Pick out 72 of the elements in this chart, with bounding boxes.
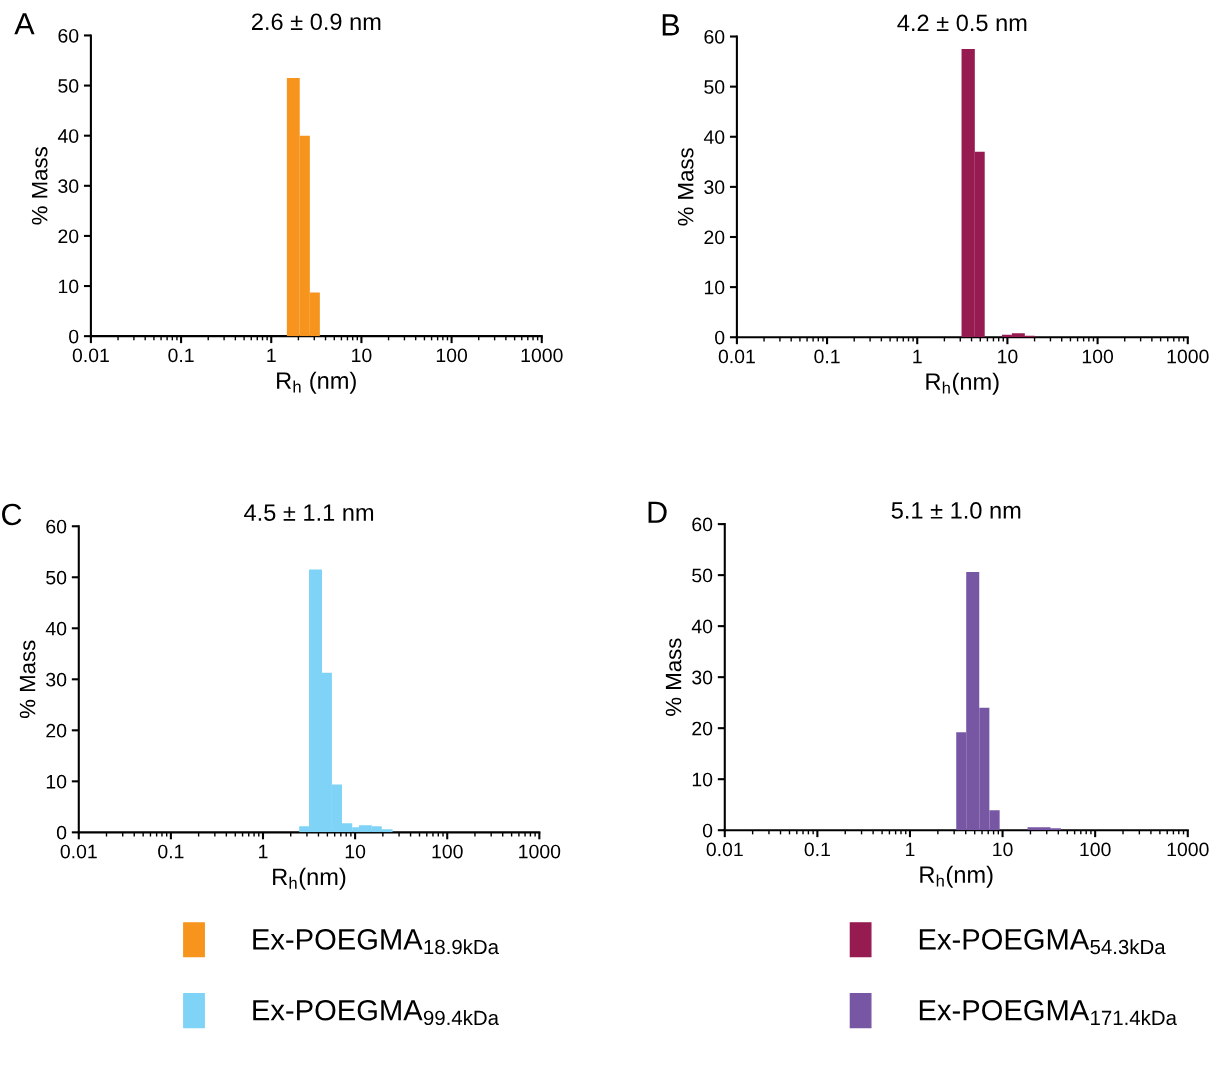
y-tick-label: 40: [57, 129, 79, 143]
x-tick-label: 1000: [1167, 842, 1209, 857]
y-tick-label: 30: [46, 672, 67, 687]
legend-label: Ex-POEGMA$_{18.9kDa}$: [253, 929, 499, 955]
text: A: [14, 13, 35, 35]
y-tick-label: 30: [58, 179, 79, 194]
y-tick-label: 10: [704, 280, 725, 295]
y-tick-label: 10: [58, 279, 79, 294]
y-tick-label: 20: [46, 723, 67, 738]
x-tick-label: 1: [267, 348, 276, 363]
text: D: [648, 501, 667, 523]
y-tick-label: 0: [715, 330, 725, 345]
legend-label: Ex-POEGMA$_{54.3kDa}$: [919, 929, 1166, 955]
x-tick-label: 10: [352, 348, 372, 363]
x-tick-label: 0.01: [718, 349, 755, 364]
y-tick-label: 20: [692, 721, 713, 736]
text: C: [2, 503, 22, 526]
x-tick-label: 1: [259, 844, 268, 859]
x-axis-title: R$_{h}$(nm): [926, 372, 999, 395]
y-axis-title: % Mass: [677, 148, 694, 226]
x-tick-label: 0.01: [60, 844, 97, 859]
y-tick-label: 30: [704, 180, 725, 195]
x-tick-label: 10: [998, 349, 1018, 364]
y-axis-title: % Mass: [665, 638, 682, 716]
y-axis-title: % Mass: [19, 640, 36, 719]
x-tick-label: 1000: [519, 844, 561, 859]
y-tick-label: 50: [692, 568, 713, 583]
x-tick-label: 1: [906, 842, 915, 857]
x-tick-label: 1000: [521, 348, 563, 363]
y-tick-label: 30: [692, 670, 713, 685]
y-tick-label: 40: [691, 619, 713, 634]
x-tick-label: 100: [1080, 842, 1111, 857]
x-tick-label: 0.01: [706, 842, 743, 857]
x-axis-title: R$_{h}$(nm): [273, 867, 346, 890]
y-tick-label: 40: [45, 621, 67, 636]
chart-title: 4.5 ± 1.1 nm: [244, 504, 374, 521]
y-tick-label: 0: [69, 329, 79, 344]
y-tick-label: 60: [692, 517, 713, 532]
y-tick-label: 0: [56, 825, 67, 840]
x-tick-label: 1000: [1167, 349, 1209, 364]
y-tick-label: 20: [58, 229, 79, 244]
legend-label: Ex-POEGMA$_{171.4kDa}$: [919, 999, 1177, 1026]
x-tick-label: 10: [993, 842, 1013, 857]
x-tick-label: 0.01: [72, 348, 109, 363]
y-axis-title: % Mass: [31, 147, 48, 225]
x-tick-label: 0.1: [168, 348, 194, 363]
y-tick-label: 50: [58, 79, 79, 93]
y-tick-label: 50: [704, 80, 725, 94]
x-tick-label: 0.1: [814, 349, 840, 364]
chart-title: 4.2 ± 0.5 nm: [897, 14, 1027, 32]
chart-title: 5.1 ± 1.0 nm: [891, 502, 1021, 519]
y-tick-label: 60: [46, 519, 67, 534]
legend-label: Ex-POEGMA$_{99.4kDa}$: [253, 999, 499, 1026]
x-tick-label: 10: [345, 844, 366, 859]
x-axis-title: R$_{h}$(nm): [920, 865, 993, 888]
y-tick-label: 20: [704, 230, 725, 245]
y-tick-label: 40: [703, 130, 725, 144]
y-tick-label: 60: [58, 28, 79, 43]
x-tick-label: 0.1: [158, 844, 184, 859]
x-tick-label: 100: [436, 348, 468, 363]
text: B: [662, 14, 680, 36]
x-axis-title: R$_{h}$ (nm): [277, 371, 356, 394]
x-tick-label: 100: [432, 844, 463, 859]
y-tick-label: 10: [692, 772, 713, 787]
x-tick-label: 0.1: [804, 842, 830, 857]
x-tick-label: 1: [913, 349, 922, 364]
x-tick-label: 100: [1082, 349, 1114, 364]
y-tick-label: 60: [704, 29, 725, 44]
y-tick-label: 0: [702, 823, 713, 838]
chart-title: 2.6 ± 0.9 nm: [251, 13, 381, 31]
y-tick-label: 50: [46, 570, 67, 585]
y-tick-label: 10: [46, 774, 67, 789]
